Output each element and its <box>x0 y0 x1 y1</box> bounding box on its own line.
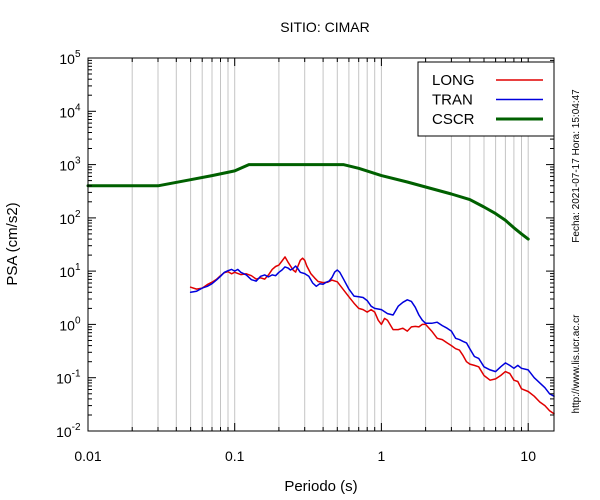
x-tick-label: 0.1 <box>225 448 245 464</box>
source-url: http://www.lis.ucr.ac.cr <box>571 314 582 414</box>
date-time-stamp: Fecha: 2021-07-17 Hora: 15:04:47 <box>571 89 582 243</box>
series-group <box>86 163 555 415</box>
plot-frame <box>87 57 555 432</box>
x-tick-label: 1 <box>378 448 386 464</box>
y-tick-label: 104 <box>59 102 81 120</box>
x-axis-label: Periodo (s) <box>284 478 357 495</box>
x-tick-label: 10 <box>520 448 536 464</box>
y-tick-label: 101 <box>59 262 81 280</box>
y-tick-label: 102 <box>59 209 81 227</box>
legend-label-cscr: CSCR <box>432 111 475 128</box>
y-tick-label: 10-2 <box>56 422 81 440</box>
ticks <box>87 57 554 432</box>
legend-label-long: LONG <box>432 72 475 89</box>
y-tick-label: 103 <box>59 156 81 174</box>
x-tick-labels: 0.01 0.1 1 10 <box>74 448 536 464</box>
y-tick-label: 10-1 <box>56 369 81 387</box>
series-line-tran <box>189 265 555 397</box>
y-tick-label: 105 <box>59 49 81 67</box>
y-tick-labels: 10-2 10-1 100 101 102 103 104 105 <box>56 49 81 440</box>
legend-label-tran: TRAN <box>432 92 473 109</box>
series-line-cscr <box>86 163 530 241</box>
chart-title: SITIO: CIMAR <box>280 19 369 35</box>
legend: LONG TRAN CSCR <box>417 61 555 137</box>
x-tick-label: 0.01 <box>74 448 101 464</box>
y-tick-label: 100 <box>59 315 81 333</box>
y-axis-label: PSA (cm/s2) <box>4 202 21 285</box>
